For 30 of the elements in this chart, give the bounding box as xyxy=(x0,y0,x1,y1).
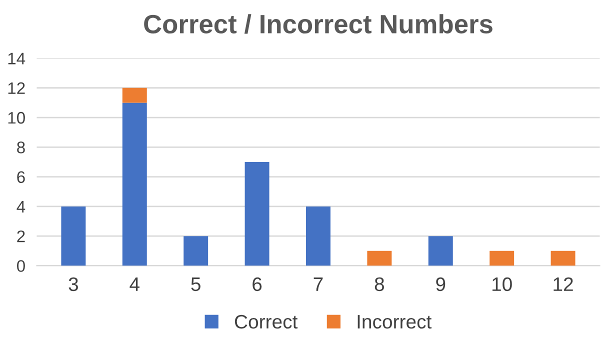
x-tick-label: 9 xyxy=(436,277,446,292)
x-tick-label: 4 xyxy=(130,278,140,291)
bar xyxy=(550,250,576,266)
legend-label: Correct xyxy=(234,314,298,329)
y-tick-label: 14 xyxy=(8,52,26,64)
y-tick-label: 0 xyxy=(16,260,25,272)
x-tick-label: 5 xyxy=(191,278,200,292)
bar xyxy=(61,206,86,266)
bar xyxy=(306,206,330,266)
x-tick-label: 3 xyxy=(68,277,78,292)
x-tick-label: 10 xyxy=(492,277,512,292)
y-tick-label: 10 xyxy=(8,112,25,124)
bar xyxy=(244,162,270,266)
bar xyxy=(122,102,147,266)
y-tick-label: 6 xyxy=(17,171,25,184)
bar xyxy=(122,88,147,103)
bar xyxy=(490,250,514,266)
chart-title: Correct / Incorrect Numbers xyxy=(144,14,492,34)
y-tick-label: 2 xyxy=(17,230,25,242)
y-tick-label: 12 xyxy=(8,82,25,94)
legend-label: Incorrect xyxy=(358,315,432,329)
x-tick-label: 12 xyxy=(554,277,573,291)
bar xyxy=(367,250,392,266)
bar xyxy=(428,236,453,266)
y-tick-label: 8 xyxy=(17,142,25,154)
x-tick-label: 8 xyxy=(374,277,384,292)
x-tick-label: 7 xyxy=(314,278,323,291)
x-tick-label: 6 xyxy=(252,277,262,292)
bar xyxy=(184,236,208,266)
y-tick-label: 4 xyxy=(16,201,26,212)
